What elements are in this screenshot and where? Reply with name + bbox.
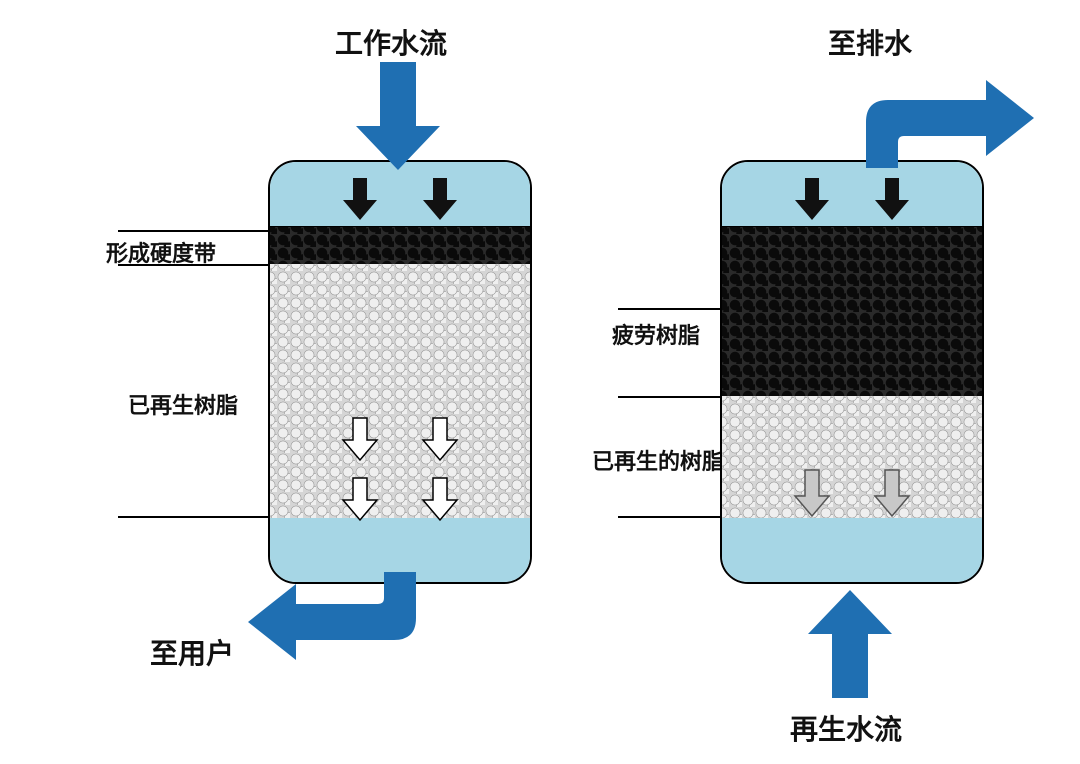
arrow-out-right <box>834 80 1034 168</box>
arrow-in-right <box>808 590 892 698</box>
diagram-canvas: 工作水流 至排水 形成硬度带 已再生树脂 至用户 疲劳树脂 已再生的树脂 再生水… <box>0 0 1080 764</box>
arrow-in-left <box>356 62 440 170</box>
flow-arrows <box>0 0 1080 764</box>
arrow-out-left <box>248 572 416 660</box>
